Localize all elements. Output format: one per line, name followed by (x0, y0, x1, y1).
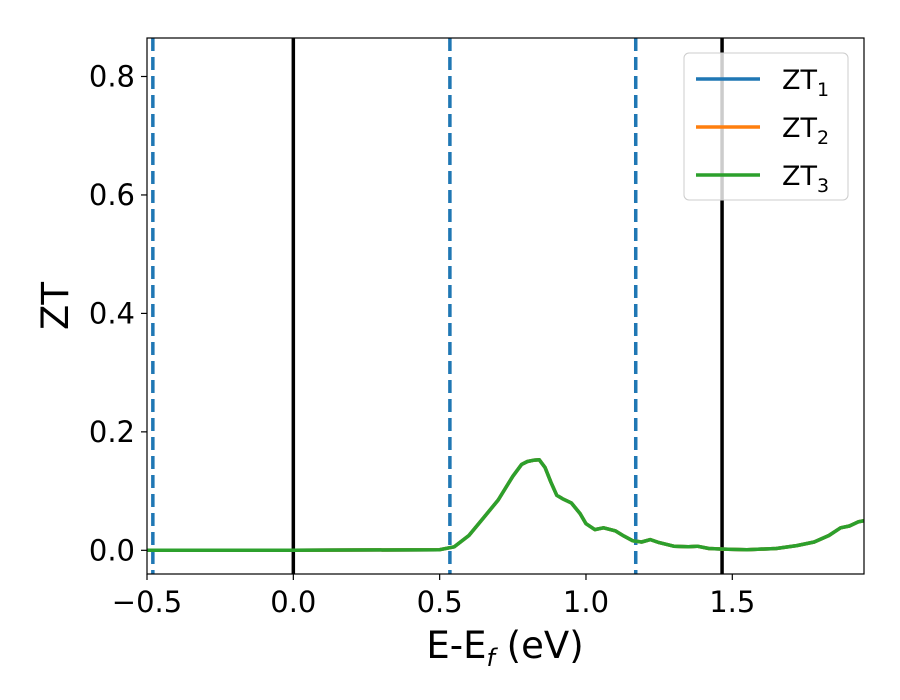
legend-label-main: ZT (782, 161, 817, 192)
x-tick-label: −0.5 (112, 585, 182, 619)
series-line-1 (147, 457, 864, 553)
x-tick-label: 0.5 (417, 585, 463, 619)
y-tick-label: 0.0 (89, 533, 135, 567)
legend-label-sub: 2 (817, 127, 829, 149)
y-tick-label: 0.2 (89, 415, 135, 449)
legend-label-main: ZT (782, 65, 817, 96)
x-axis-title: E-Ef (eV) (426, 624, 583, 672)
series-line-3 (147, 457, 864, 553)
x-tick-label: 1.5 (709, 585, 755, 619)
x-axis-title-unit: (eV) (495, 624, 584, 667)
reference-lines (151, 38, 724, 574)
legend-label-3: ZT3 (782, 161, 829, 197)
y-tick-label: 0.4 (89, 296, 135, 330)
series-line-2 (147, 457, 864, 553)
series-lines (147, 457, 864, 553)
y-axis-ticks: 0.0 0.2 0.4 0.6 0.8 (89, 59, 147, 567)
y-tick-label: 0.6 (89, 178, 135, 212)
y-tick-label: 0.8 (89, 59, 135, 93)
legend-label-sub: 1 (817, 79, 829, 101)
y-axis-title: ZT (34, 282, 77, 330)
legend-label-1: ZT1 (782, 65, 829, 101)
legend-label-main: ZT (782, 113, 817, 144)
x-axis-ticks: −0.5 0.0 0.5 1.0 1.5 (112, 574, 755, 619)
x-axis-title-main: E-E (426, 624, 486, 667)
x-tick-label: 0.0 (270, 585, 316, 619)
x-tick-label: 1.0 (563, 585, 609, 619)
plot-frame (146, 37, 865, 575)
legend-box (683, 52, 849, 201)
legend-label-sub: 3 (817, 175, 829, 197)
legend-label-2: ZT2 (782, 113, 829, 149)
